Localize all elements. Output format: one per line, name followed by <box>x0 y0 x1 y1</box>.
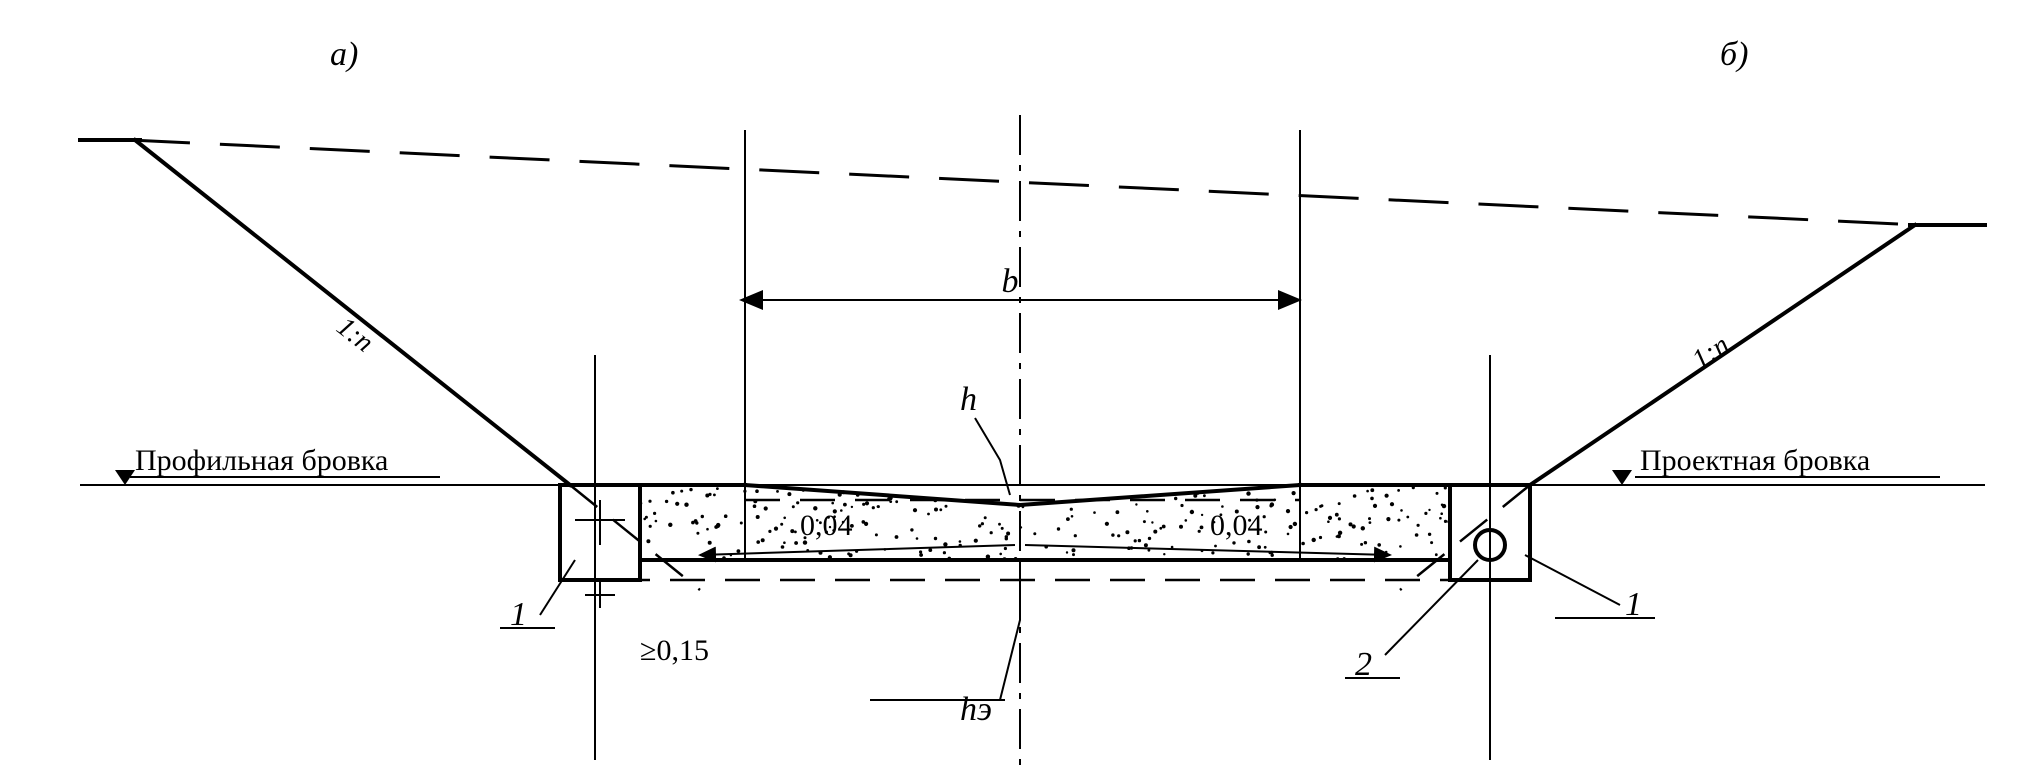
leader-1-left <box>540 560 575 615</box>
ballast-stipple <box>639 486 1451 561</box>
leader-h <box>975 418 1010 495</box>
left-caption: Профильная бровка <box>135 444 388 477</box>
depth-min-tick <box>585 580 615 608</box>
variant-a-label: а) <box>330 36 358 73</box>
cross-section-diagram: а) б) 0,04 0,04 <box>0 0 2036 783</box>
dim-h-label: h <box>960 381 977 418</box>
original-ground-line <box>130 140 1920 225</box>
depth-min-label: ≥0,15 <box>640 634 709 667</box>
level-marker-right <box>1612 470 1632 485</box>
slope-left-dashed-ext <box>570 485 700 590</box>
dim-b-label: b <box>1002 263 1019 300</box>
leader-2 <box>1385 560 1478 655</box>
slope-ratio-left: 1:n <box>331 311 380 358</box>
slope-val-right: 0,04 <box>1210 509 1263 542</box>
slope-arrow-left <box>700 545 1015 555</box>
slope-ratio-right: 1:n <box>1687 329 1735 376</box>
right-caption: Проектная бровка <box>1640 444 1870 477</box>
variant-b-label: б) <box>1720 36 1748 73</box>
slope-arrow-right <box>1025 545 1390 555</box>
leader-1-right <box>1525 555 1620 605</box>
dim-h-sub-label: hэ <box>960 691 992 728</box>
slope-val-left: 0,04 <box>800 509 853 542</box>
